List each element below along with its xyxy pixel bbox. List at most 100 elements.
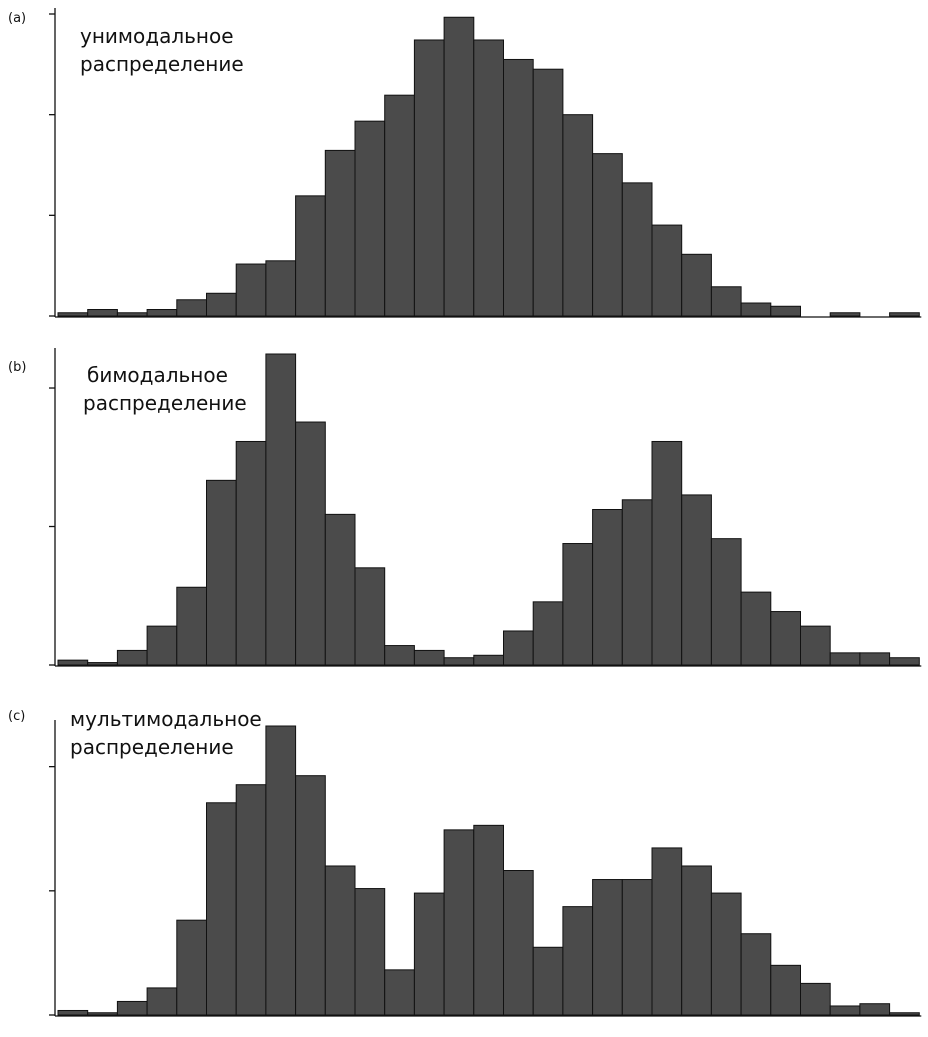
histogram-bar [324,865,356,1016]
histogram-bar [532,601,564,666]
histogram-bar [681,865,712,1016]
panel-label-a: (a) [8,11,26,26]
histogram-bar [770,611,801,666]
histogram-bar [770,964,801,1016]
histogram-bar [176,919,208,1016]
histogram-panel-unimodal: (a) унимодальное распределение [8,8,922,318]
histogram-bar [116,1000,148,1016]
histogram-bar [265,725,297,1016]
histogram-bar [354,120,386,317]
chart-title-line-1: мультимодальное [70,707,262,731]
histogram-bar [57,1009,89,1016]
histogram-bar [443,829,475,1016]
histogram-bar [651,440,683,666]
histogram-bar [562,543,594,666]
histogram-bar [503,58,534,317]
histogram-bar [146,309,178,317]
histogram-bar [532,946,564,1016]
chart-title-line-1: бимодальное [87,363,228,387]
histogram-bar [651,224,683,317]
histogram-bar [473,824,504,1016]
histogram-bar [829,1005,861,1016]
histogram-bar [503,630,534,666]
histogram-bar [265,260,297,317]
histogram-bar [413,649,445,666]
histogram-bar [562,114,594,317]
histogram-bar [681,494,712,666]
histogram-bar [740,302,772,317]
histogram-bar [740,591,772,666]
histogram-bar [889,312,920,317]
histogram-bar [889,657,920,666]
histogram-bar [473,654,504,666]
histogram-bar [413,892,445,1016]
histogram-bar [740,933,772,1016]
histogram-bar [443,657,475,666]
histogram-bar [413,39,445,317]
chart-title-line-1: унимодальное [80,24,234,48]
histogram-bar [710,286,742,317]
histogram-bar [206,292,237,317]
histogram-bar [324,513,356,666]
histogram-bar [651,847,683,1016]
histogram-bar [592,509,623,666]
histogram-bar [206,802,237,1016]
histogram-bar [295,195,326,317]
histogram-bar [206,479,237,666]
histogram-bar [146,987,178,1016]
histogram-bar [592,153,623,317]
histogram-bar [265,353,297,666]
bar-group [57,353,920,666]
histogram-bar [295,775,326,1016]
histogram-bar [87,662,118,666]
histogram-bar [87,1012,118,1016]
histogram-bar [532,68,564,317]
chart-title-line-2: распределение [83,391,247,415]
chart-title-line-2: распределение [70,735,234,759]
histogram-bar [859,1003,891,1016]
histogram-bar [87,309,118,317]
histogram-bar [829,652,861,666]
histogram-panel-bimodal: (b) бимодальное распределение [8,348,922,667]
histogram-bar [354,567,386,666]
histogram-bar [57,659,89,666]
histogram-bar [710,538,742,666]
panel-label-c: (c) [8,709,25,724]
histogram-bar [621,499,653,666]
histogram-bar [354,888,386,1016]
histogram-bar [384,969,415,1016]
histogram-bar [889,1012,920,1016]
histogram-bar [562,906,594,1016]
axis-group [49,720,922,1017]
histogram-bar [384,645,415,666]
histogram-bar [116,649,148,666]
histogram-bar [116,312,148,317]
histogram-bar [829,312,861,317]
histogram-bar [146,625,178,666]
histogram-bar [621,879,653,1016]
histogram-bar [235,440,267,666]
histogram-bar [57,312,89,317]
histogram-bar [443,16,475,317]
histogram-bar [235,784,267,1016]
histogram-bar [592,879,623,1016]
axis-group [49,8,922,318]
histogram-bar [473,39,504,317]
bar-group [57,725,920,1016]
histogram-bar [800,982,831,1016]
bar-group [57,16,920,317]
axis-group [49,348,922,667]
histogram-bar [710,892,742,1016]
histogram-bar [295,421,326,666]
histogram-bar [324,149,356,317]
panel-label-b: (b) [8,360,26,375]
histogram-bar [681,253,712,317]
chart-title-line-2: распределение [80,52,244,76]
histogram-bar [770,305,801,317]
histogram-bar [859,652,891,666]
histogram-bar [621,182,653,317]
histogram-bar [176,586,208,666]
histogram-bar [176,299,208,317]
histogram-bar [800,625,831,666]
histogram-bar [503,870,534,1016]
